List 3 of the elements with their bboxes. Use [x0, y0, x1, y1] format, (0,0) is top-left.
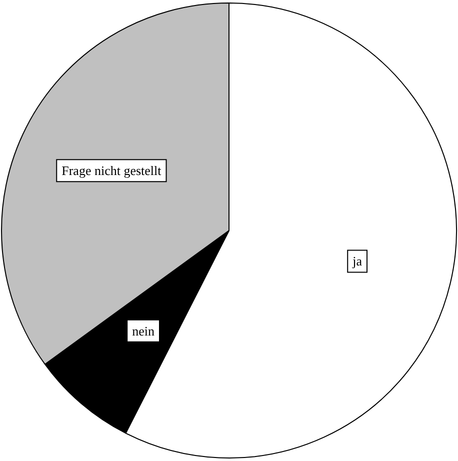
slice-label: nein: [132, 323, 155, 338]
slice-label: Frage nicht gestellt: [62, 163, 162, 178]
slice-label: ja: [352, 254, 362, 269]
